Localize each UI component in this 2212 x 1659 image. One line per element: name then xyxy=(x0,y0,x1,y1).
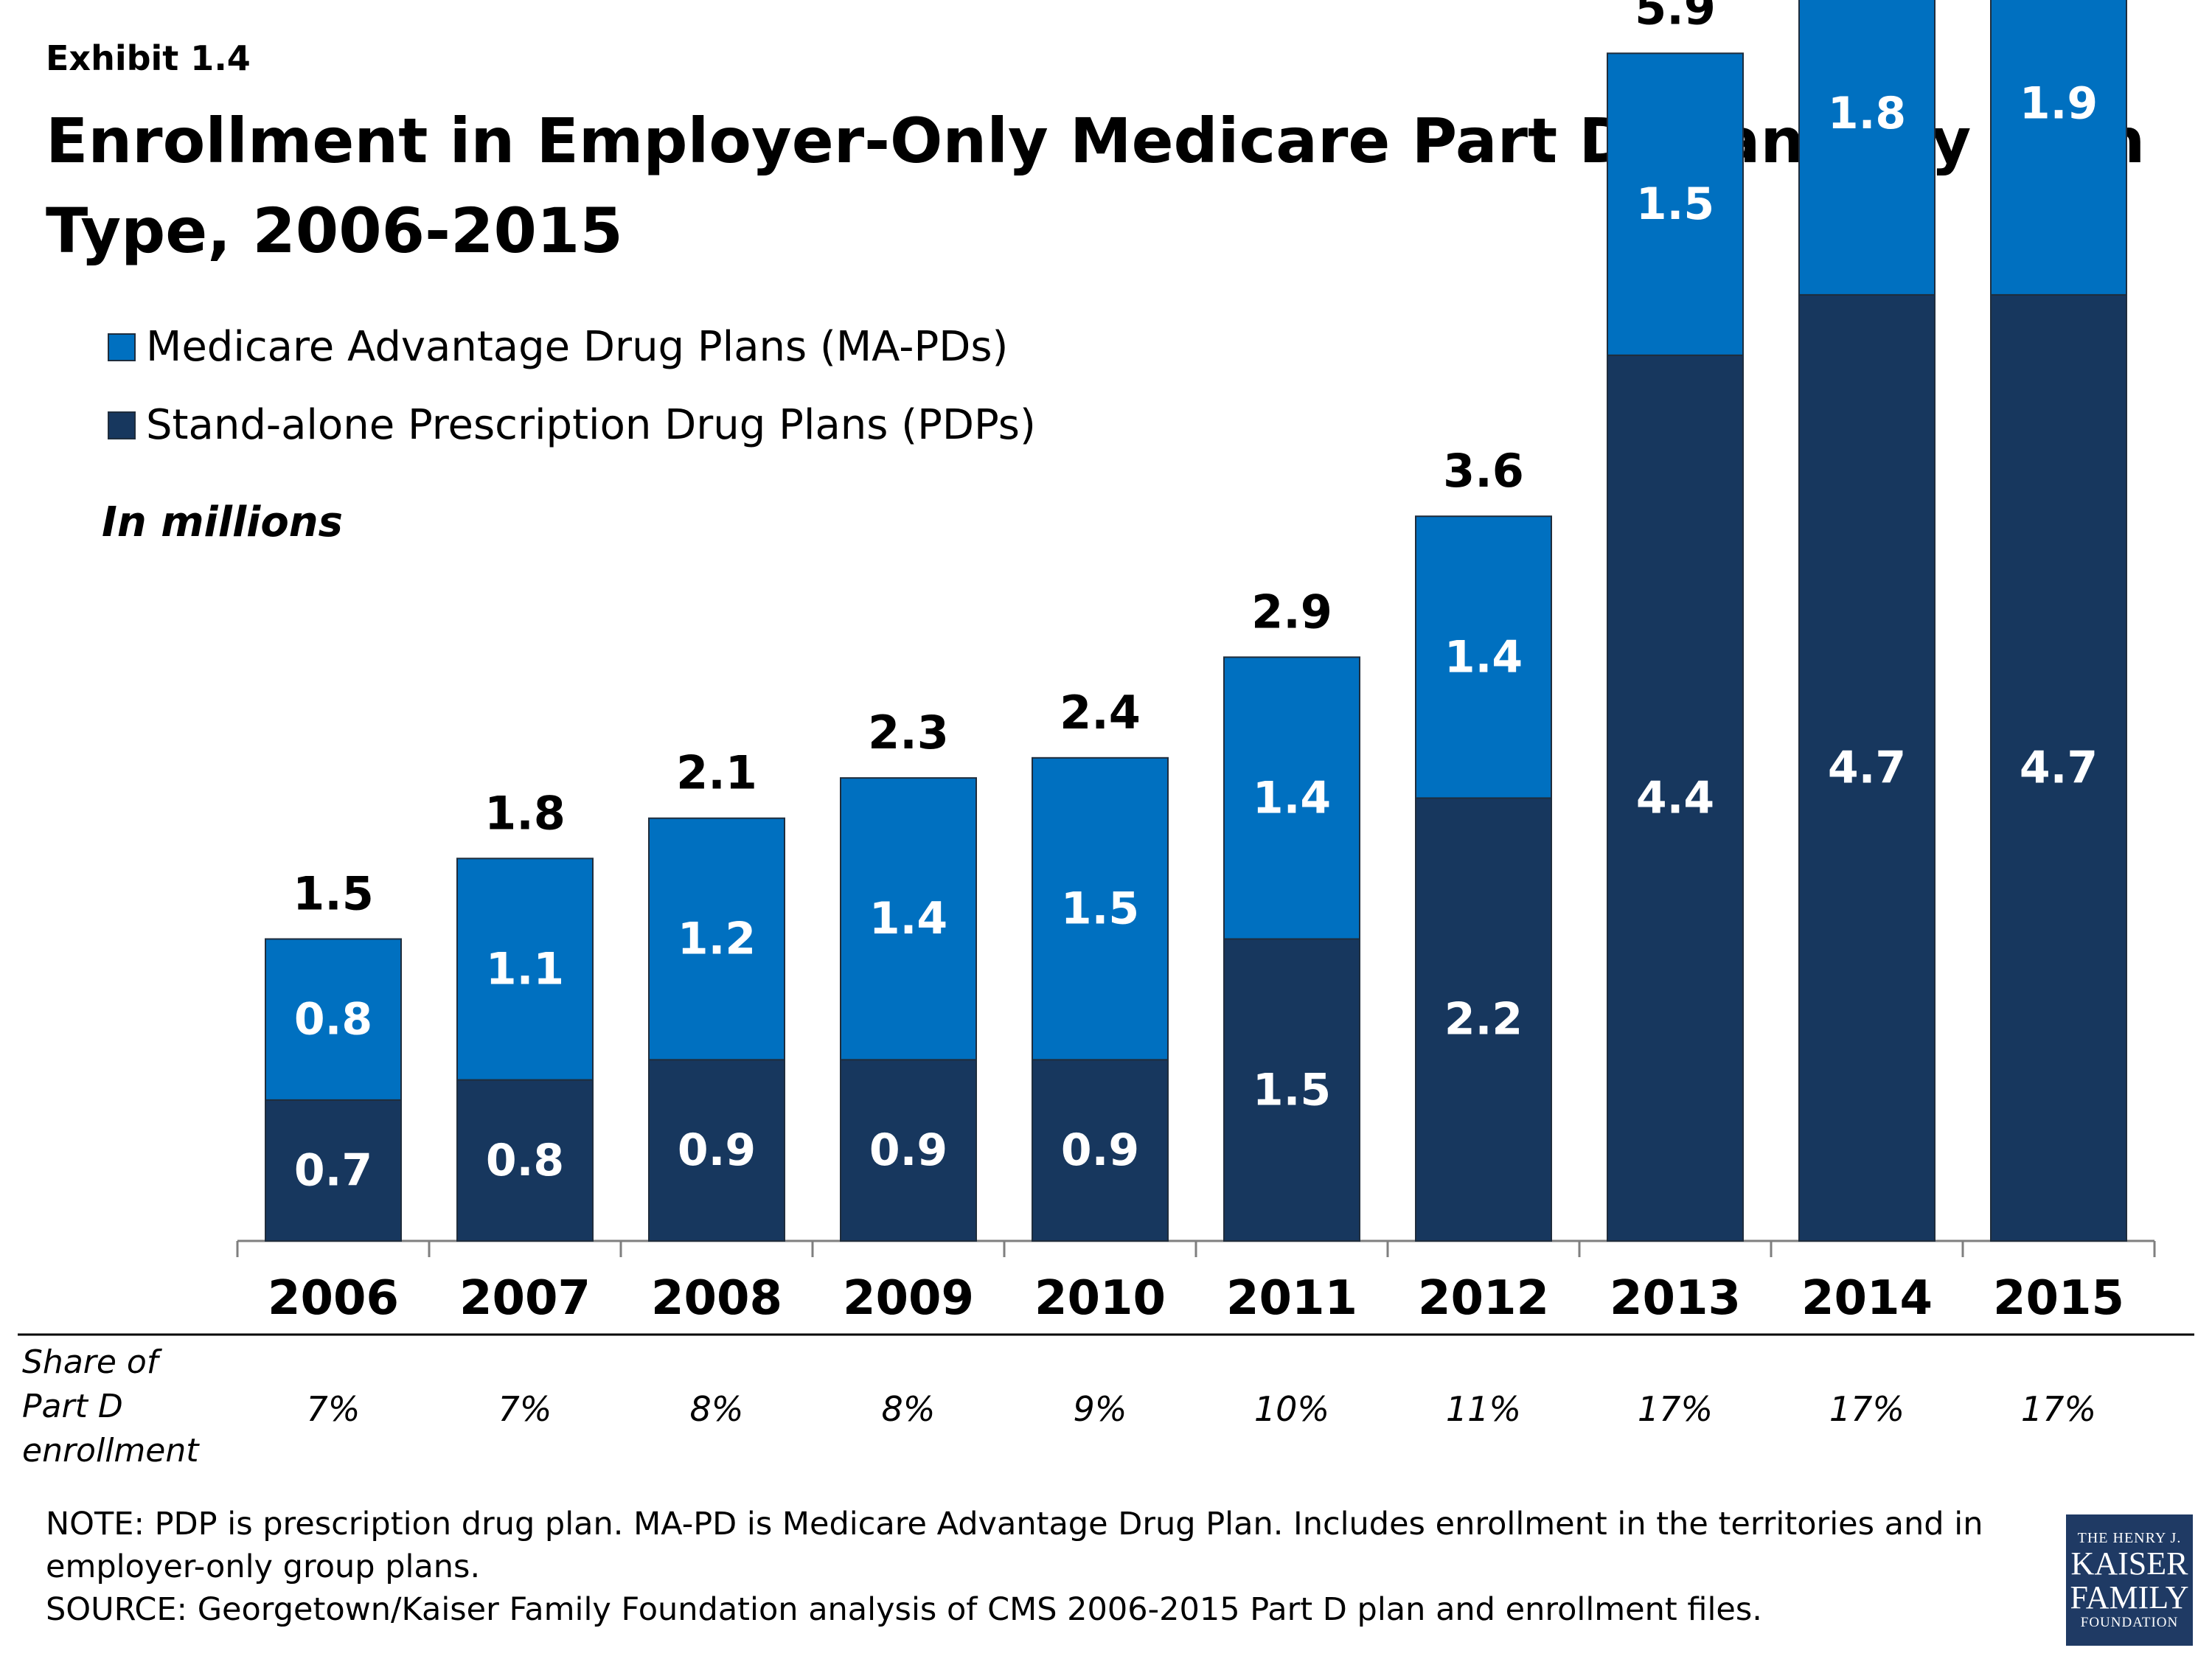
legend-label-mapd: Medicare Advantage Drug Plans (MA-PDs) xyxy=(146,323,1009,371)
total-label: 1.5 xyxy=(293,867,374,921)
x-tick-label: 2014 xyxy=(1801,1271,1933,1326)
source-text: SOURCE: Georgetown/Kaiser Family Foundat… xyxy=(46,1591,1762,1628)
data-label-pdp: 0.9 xyxy=(1061,1124,1139,1176)
share-value: 17% xyxy=(1637,1389,1714,1429)
x-tick-label: 2006 xyxy=(268,1271,399,1326)
data-label-pdp: 0.9 xyxy=(869,1124,947,1176)
chart-title: Enrollment in Employer-Only Medicare Par… xyxy=(46,105,2146,267)
data-label-mapd: 1.5 xyxy=(1636,178,1714,230)
legend-item-pdp: Stand-alone Prescription Drug Plans (PDP… xyxy=(108,401,1036,449)
share-value: 17% xyxy=(2020,1389,2097,1429)
total-label: 2.9 xyxy=(1251,585,1332,639)
bar-mapd-2011 xyxy=(1223,656,1360,940)
x-tick-label: 2009 xyxy=(843,1271,974,1326)
data-label-mapd: 1.4 xyxy=(1253,772,1331,824)
bar-mapd-2008 xyxy=(648,817,785,1061)
legend-swatch-pdp xyxy=(108,411,136,439)
total-label: 3.6 xyxy=(1443,444,1524,498)
bar-mapd-2007 xyxy=(456,858,594,1081)
bar-pdp-2009 xyxy=(840,1059,977,1242)
legend-swatch-mapd xyxy=(108,333,136,361)
share-label-line: enrollment xyxy=(22,1432,199,1470)
bar-mapd-2010 xyxy=(1032,757,1169,1061)
bar-pdp-2007 xyxy=(456,1079,594,1242)
kff-logo: THE HENRY J. KAISER FAMILY FOUNDATION xyxy=(2066,1514,2193,1646)
x-tick-label: 2012 xyxy=(1418,1271,1549,1326)
x-tick-label: 2013 xyxy=(1610,1271,1741,1326)
share-value: 8% xyxy=(881,1389,936,1429)
share-label: Share of Part D enrollment xyxy=(22,1340,199,1473)
data-label-pdp: 0.9 xyxy=(678,1124,756,1176)
note-text: NOTE: PDP is prescription drug plan. MA-… xyxy=(46,1506,1983,1585)
data-label-mapd: 1.2 xyxy=(678,914,756,965)
legend-item-mapd: Medicare Advantage Drug Plans (MA-PDs) xyxy=(108,323,1008,371)
data-label-pdp: 2.2 xyxy=(1444,994,1523,1046)
bar-mapd-2006 xyxy=(265,938,402,1101)
unit-label: In millions xyxy=(102,498,344,546)
data-label-pdp: 1.5 xyxy=(1253,1064,1331,1116)
total-label: 2.3 xyxy=(868,706,949,759)
x-tick-label: 2015 xyxy=(1993,1271,2124,1326)
data-label-pdp: 0.7 xyxy=(294,1144,372,1196)
data-label-mapd: 0.8 xyxy=(294,994,372,1046)
bar-pdp-2010 xyxy=(1032,1059,1169,1242)
data-label-mapd: 1.4 xyxy=(869,893,947,945)
data-label-mapd: 1.9 xyxy=(2020,78,2098,130)
x-tick-label: 2008 xyxy=(651,1271,782,1326)
notes: NOTE: PDP is prescription drug plan. MA-… xyxy=(46,1503,2037,1631)
data-label-pdp: 4.4 xyxy=(1636,772,1714,824)
x-tick-label: 2010 xyxy=(1034,1271,1166,1326)
share-label-line: Part D xyxy=(22,1388,123,1425)
bar-mapd-2014 xyxy=(1798,0,1935,296)
share-value: 8% xyxy=(689,1389,744,1429)
x-tick-label: 2011 xyxy=(1226,1271,1357,1326)
data-label-mapd: 1.5 xyxy=(1061,883,1139,935)
bar-mapd-2009 xyxy=(840,777,977,1061)
share-value: 10% xyxy=(1253,1389,1330,1429)
share-value: 7% xyxy=(306,1389,361,1429)
data-label-pdp: 4.7 xyxy=(2020,742,2098,793)
data-label-pdp: 0.8 xyxy=(486,1135,564,1186)
data-label-mapd: 1.8 xyxy=(1828,88,1906,139)
stacked-bar-chart: 0.7 0.8 1.5 2006 0.8 1.1 1.8 2007 0.9 1.2 2.1 2008 0… xyxy=(18,0,2194,1336)
total-label: 2.4 xyxy=(1060,686,1141,740)
bar-pdp-2015 xyxy=(1990,293,2127,1242)
x-tick-label: 2007 xyxy=(459,1271,591,1326)
legend-label-pdp: Stand-alone Prescription Drug Plans (PDP… xyxy=(146,401,1036,449)
data-label-mapd: 1.4 xyxy=(1444,631,1523,683)
logo-line: KAISER xyxy=(2070,1545,2188,1582)
bar-pdp-2008 xyxy=(648,1059,785,1242)
bar-mapd-2012 xyxy=(1415,515,1552,799)
logo-line: FOUNDATION xyxy=(2080,1614,2179,1630)
total-label: 5.9 xyxy=(1635,0,1716,35)
data-label-pdp: 4.7 xyxy=(1828,742,1906,793)
share-label-line: Share of xyxy=(22,1343,159,1381)
bar-pdp-2012 xyxy=(1415,797,1552,1242)
exhibit-label: Exhibit 1.4 xyxy=(46,38,251,78)
logo-line: FAMILY xyxy=(2070,1579,2189,1615)
bar-mapd-2015 xyxy=(1990,0,2127,296)
share-value: 7% xyxy=(498,1389,552,1429)
logo-line: THE HENRY J. xyxy=(2077,1529,2182,1546)
bar-pdp-2011 xyxy=(1223,938,1360,1242)
share-value: 17% xyxy=(1829,1389,1905,1429)
total-label: 2.1 xyxy=(676,746,757,800)
bar-mapd-2013 xyxy=(1607,52,1744,356)
bar-pdp-2014 xyxy=(1798,293,1935,1242)
data-label-mapd: 1.1 xyxy=(486,943,564,995)
share-value: 11% xyxy=(1445,1389,1522,1429)
share-value: 9% xyxy=(1073,1389,1127,1429)
total-label: 1.8 xyxy=(484,786,566,840)
bar-pdp-2006 xyxy=(265,1099,402,1242)
